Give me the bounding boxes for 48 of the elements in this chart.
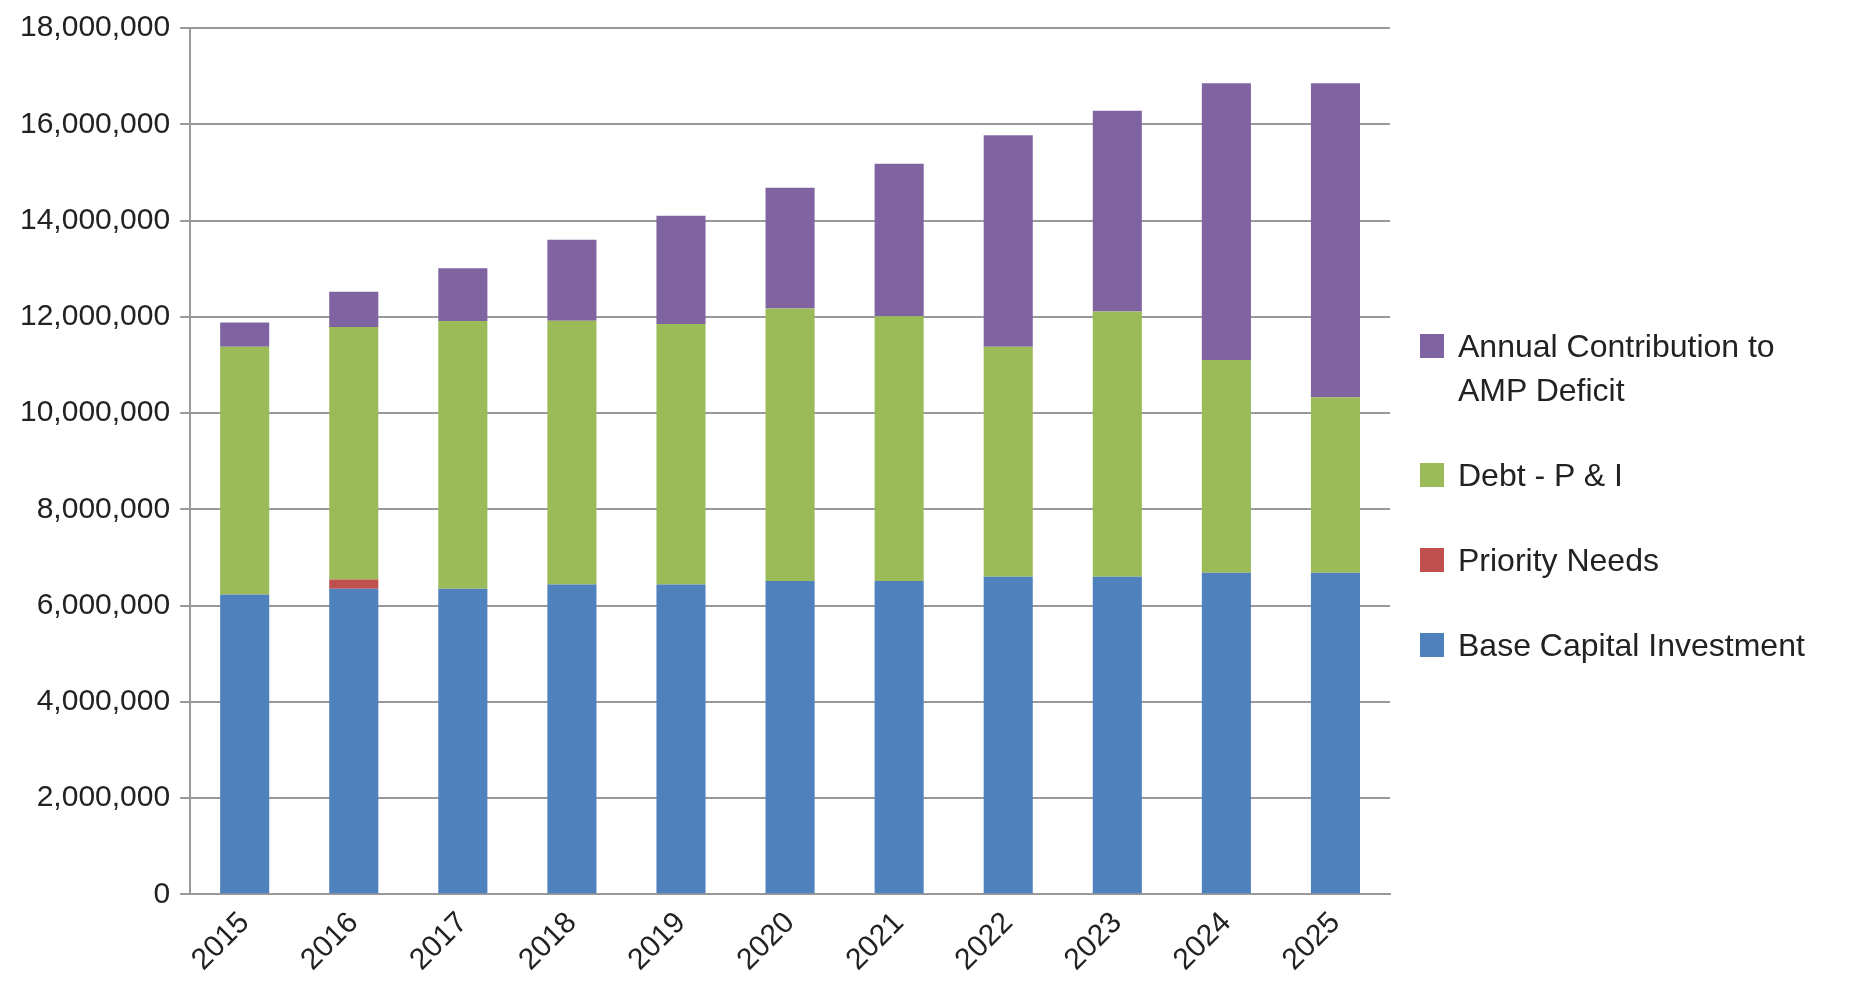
y-tick-label: 4,000,000: [36, 683, 171, 717]
bar: [1092, 576, 1142, 894]
legend-label: Priority Needs: [1458, 540, 1659, 580]
y-tick-label: 0: [153, 875, 171, 909]
bar: [874, 316, 924, 582]
bar: [874, 581, 924, 894]
y-tick-label: 2,000,000: [36, 779, 171, 813]
y-tick-label: 8,000,000: [36, 490, 171, 524]
bar: [874, 163, 924, 317]
bar: [765, 187, 815, 309]
bar: [765, 581, 815, 894]
legend-label: Base Capital Investment: [1458, 625, 1805, 665]
y-tick-label: 12,000,000: [19, 298, 171, 332]
bar: [1201, 572, 1251, 894]
bar: [656, 584, 706, 894]
bar: [656, 324, 706, 585]
bar: [983, 576, 1033, 894]
bar: [1310, 572, 1360, 894]
bar: [438, 588, 488, 894]
bar: [1201, 360, 1251, 573]
bar: [765, 308, 815, 582]
bar: [220, 322, 270, 347]
y-tick-label: 6,000,000: [36, 586, 171, 620]
bar: [1092, 110, 1142, 312]
bar: [547, 320, 597, 585]
bar: [438, 268, 488, 322]
bar: [220, 346, 270, 595]
bar: [1310, 83, 1360, 398]
bar: [220, 594, 270, 894]
bar: [547, 239, 597, 321]
bar: [329, 326, 379, 580]
bar: [983, 346, 1033, 577]
y-tick-label: 10,000,000: [19, 394, 171, 428]
bar: [1092, 311, 1142, 577]
bar: [983, 135, 1033, 347]
bar: [329, 579, 379, 589]
bar: [656, 215, 706, 324]
legend-label: Debt - P & I: [1458, 456, 1623, 496]
bar: [329, 588, 379, 894]
bar: [329, 291, 379, 327]
y-tick-label: 16,000,000: [19, 105, 171, 139]
bar: [547, 584, 597, 894]
legend-label: Annual Contribution to AMP Deficit: [1458, 326, 1776, 411]
bar: [1310, 397, 1360, 573]
y-tick-label: 14,000,000: [19, 201, 171, 235]
y-tick-label: 18,000,000: [19, 9, 171, 43]
bar: [1201, 83, 1251, 361]
bar: [438, 321, 488, 589]
